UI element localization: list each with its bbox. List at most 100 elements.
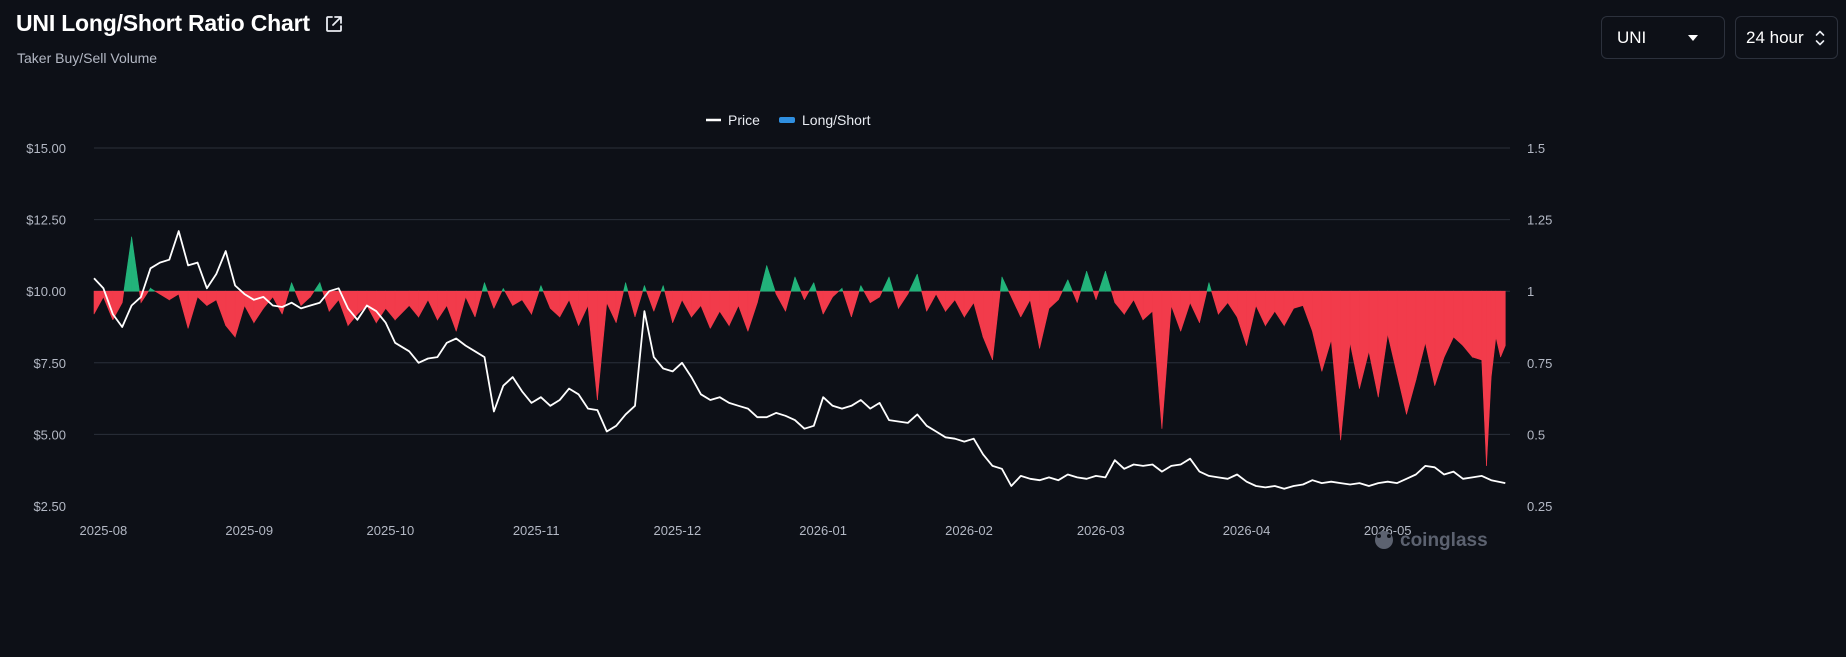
short-area-segment [347, 290, 358, 327]
long-area-segment [1001, 276, 1010, 292]
short-area-segment [785, 290, 792, 312]
short-area-segment [159, 290, 170, 301]
long-area-segment [484, 282, 489, 292]
short-area-segment [394, 290, 410, 321]
short-area-segment [542, 290, 551, 309]
short-area-segment [672, 290, 683, 323]
short-area-segment [1092, 290, 1097, 300]
short-area-segment [653, 290, 662, 312]
short-area-segment [408, 290, 419, 318]
chart-grid [94, 147, 1510, 435]
short-area-segment [1152, 290, 1163, 429]
long-area-segment [759, 265, 768, 292]
short-area-segment [842, 290, 852, 318]
y-left-tick-label: $10.00 [26, 284, 66, 299]
short-area-segment [1349, 290, 1360, 389]
title-row: UNI Long/Short Ratio Chart [16, 10, 344, 37]
coin-select[interactable]: UNI [1601, 16, 1725, 59]
short-area-segment [646, 290, 655, 312]
short-area-segment [1387, 290, 1398, 375]
short-area-segment [1072, 290, 1078, 303]
short-area-segment [747, 290, 758, 332]
short-area-segment [815, 290, 824, 315]
short-area-segment [1039, 290, 1050, 349]
short-area-segment [728, 290, 739, 326]
external-link-icon[interactable] [324, 14, 344, 34]
short-area-segment [1472, 290, 1483, 361]
y-axis-left: $2.50 $5.00 $7.50 $10.00 $12.50 $15.00 [26, 141, 66, 514]
y-right-tick-label: 1.25 [1527, 213, 1552, 228]
short-area-segment [1453, 290, 1464, 347]
short-area-segment [1283, 290, 1294, 326]
long-area-segment [150, 287, 157, 292]
short-area-segment [1359, 290, 1370, 389]
short-area-segment [294, 290, 302, 306]
short-area-segment [568, 290, 579, 326]
y-right-tick-label: 0.5 [1527, 427, 1545, 442]
short-area-segment [597, 290, 608, 401]
short-area-segment [1425, 290, 1436, 386]
y-axis-right: 0.25 0.5 0.75 1 1.25 1.5 [1527, 141, 1552, 514]
short-area-segment [385, 290, 396, 321]
short-area-segment [1500, 290, 1506, 358]
legend-longshort-swatch [779, 117, 795, 123]
long-area-segment [623, 282, 626, 292]
short-area-segment [1293, 290, 1304, 309]
short-area-segment [504, 290, 513, 306]
coin-select-value: UNI [1617, 27, 1647, 47]
short-area-segment [234, 290, 245, 338]
chart-legend: Price Long/Short [706, 112, 871, 128]
short-area-segment [691, 290, 702, 318]
short-area-segment [627, 290, 636, 318]
short-area-segment [822, 290, 833, 315]
short-area-segment [225, 290, 236, 338]
short-area-segment [1312, 290, 1323, 372]
x-tick-label: 2026-05 [1364, 523, 1412, 538]
short-area-segment [700, 290, 711, 329]
short-area-segment [1274, 290, 1285, 327]
up-down-chevron-icon [1815, 30, 1825, 46]
short-area-segment [615, 290, 624, 323]
short-area-segment [437, 290, 448, 321]
short-area-segment [1114, 290, 1125, 315]
x-tick-label: 2026-02 [945, 523, 993, 538]
chevron-down-icon [1688, 35, 1698, 41]
short-area-segment [1340, 290, 1351, 441]
short-area-segment [1330, 290, 1341, 441]
short-area-segment [512, 290, 523, 307]
long-area-segment [1086, 271, 1094, 292]
x-tick-label: 2025-09 [225, 523, 273, 538]
short-area-segment [954, 290, 965, 318]
short-area-segment [709, 290, 720, 329]
coinglass-watermark: coinglass [1375, 530, 1488, 551]
long-area-segment [766, 265, 776, 292]
short-area-segment [973, 290, 984, 338]
y-right-tick-label: 0.75 [1527, 356, 1552, 371]
short-area-segment [869, 290, 880, 304]
long-area-segment [1080, 271, 1087, 292]
long-short-area [93, 236, 1506, 466]
y-left-tick-label: $12.50 [26, 213, 66, 228]
short-area-segment [1377, 290, 1388, 398]
short-area-segment [1246, 290, 1257, 346]
short-area-segment [1321, 290, 1332, 372]
y-left-tick-label: $2.50 [33, 499, 66, 514]
interval-select[interactable]: 24 hour [1735, 16, 1838, 59]
short-area-segment [664, 290, 673, 323]
long-area-segment [888, 276, 894, 292]
short-area-segment [1406, 290, 1417, 415]
price-series-line [93, 230, 1506, 490]
x-axis: 2025-08 2025-09 2025-10 2025-11 2025-12 2026-… [80, 523, 1412, 538]
short-area-segment [1486, 290, 1492, 466]
long-area-segment [481, 282, 485, 292]
short-area-segment [474, 290, 483, 318]
short-area-segment [1111, 290, 1116, 303]
short-area-segment [681, 290, 692, 318]
short-area-segment [1236, 290, 1247, 346]
short-area-segment [832, 290, 840, 298]
short-area-segment [1058, 290, 1063, 300]
short-area-segment [775, 290, 786, 312]
long-area-segment [1105, 271, 1112, 292]
short-area-segment [263, 290, 274, 310]
